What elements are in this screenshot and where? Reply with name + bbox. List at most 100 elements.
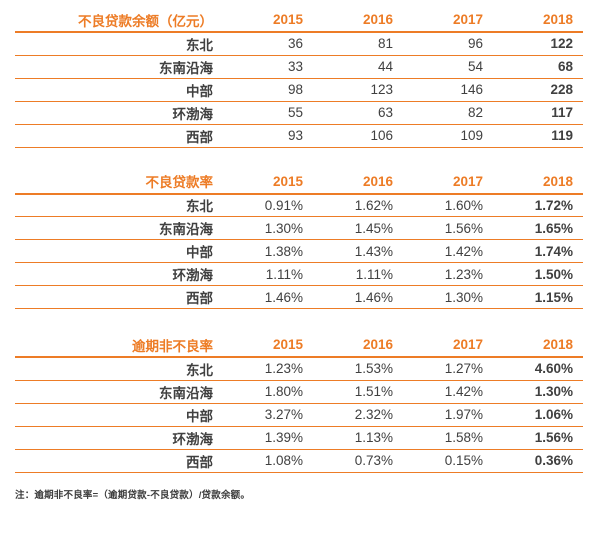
year-header-2015: 2015: [213, 169, 303, 195]
table-title: 不良贷款率: [15, 169, 213, 195]
value-cell-latest: 122: [483, 32, 573, 56]
table-row: 东北 36 81 96 122: [15, 32, 583, 56]
table-row: 中部 98 123 146 228: [15, 78, 583, 102]
table-row: 中部 3.27% 2.32% 1.97% 1.06%: [15, 403, 583, 427]
year-header-2018: 2018: [483, 333, 573, 358]
value-cell: 1.43%: [303, 239, 393, 263]
row-label: 西部: [15, 285, 213, 309]
value-cell-latest: 1.30%: [483, 380, 573, 404]
value-cell-latest: 1.65%: [483, 216, 573, 240]
value-cell: 1.42%: [393, 380, 483, 404]
value-cell: 1.56%: [393, 216, 483, 240]
header-spacer: [573, 333, 583, 358]
value-cell-latest: 1.74%: [483, 239, 573, 263]
value-cell: 1.23%: [213, 357, 303, 381]
value-cell: 1.80%: [213, 380, 303, 404]
value-cell: 0.91%: [213, 193, 303, 217]
table-header-row: 逾期非不良率 2015 2016 2017 2018: [15, 333, 583, 358]
value-cell: 146: [393, 78, 483, 102]
value-cell: 1.38%: [213, 239, 303, 263]
year-header-2017: 2017: [393, 169, 483, 195]
value-cell: 1.30%: [393, 285, 483, 309]
value-cell: 55: [213, 101, 303, 125]
row-spacer: [573, 403, 583, 427]
value-cell: 54: [393, 55, 483, 79]
row-label: 西部: [15, 449, 213, 473]
row-spacer: [573, 262, 583, 286]
table-row: 东南沿海 33 44 54 68: [15, 55, 583, 79]
value-cell-latest: 0.36%: [483, 449, 573, 473]
value-cell: 1.53%: [303, 357, 393, 381]
value-cell: 63: [303, 101, 393, 125]
table-row: 东南沿海 1.30% 1.45% 1.56% 1.65%: [15, 216, 583, 240]
row-label: 东北: [15, 357, 213, 381]
value-cell-latest: 1.15%: [483, 285, 573, 309]
table-row: 西部 1.08% 0.73% 0.15% 0.36%: [15, 449, 583, 473]
value-cell: 1.39%: [213, 426, 303, 450]
row-spacer: [573, 55, 583, 79]
value-cell: 1.46%: [303, 285, 393, 309]
value-cell: 1.62%: [303, 193, 393, 217]
value-cell: 1.45%: [303, 216, 393, 240]
value-cell: 3.27%: [213, 403, 303, 427]
footnote: 注：逾期非不良率=（逾期贷款-不良贷款）/贷款余额。: [15, 489, 251, 501]
table-header-row: 不良贷款率 2015 2016 2017 2018: [15, 169, 583, 195]
year-header-2018: 2018: [483, 169, 573, 195]
table-row: 东南沿海 1.80% 1.51% 1.42% 1.30%: [15, 380, 583, 404]
value-cell: 82: [393, 101, 483, 125]
value-cell: 44: [303, 55, 393, 79]
value-cell: 1.11%: [303, 262, 393, 286]
row-label: 东北: [15, 32, 213, 56]
value-cell-latest: 68: [483, 55, 573, 79]
value-cell: 1.58%: [393, 426, 483, 450]
value-cell-latest: 4.60%: [483, 357, 573, 381]
row-spacer: [573, 193, 583, 217]
row-spacer: [573, 78, 583, 102]
row-spacer: [573, 216, 583, 240]
value-cell: 0.73%: [303, 449, 393, 473]
table-npl-ratio: 不良贷款率 2015 2016 2017 2018 东北 0.91% 1.62%…: [15, 169, 583, 309]
table-row: 东北 0.91% 1.62% 1.60% 1.72%: [15, 193, 583, 217]
value-cell: 93: [213, 124, 303, 148]
table-npl-balance: 不良贷款余额（亿元） 2015 2016 2017 2018 东北 36 81 …: [15, 8, 583, 148]
value-cell: 33: [213, 55, 303, 79]
row-label: 中部: [15, 239, 213, 263]
year-header-2015: 2015: [213, 333, 303, 358]
table-header-row: 不良贷款余额（亿元） 2015 2016 2017 2018: [15, 8, 583, 33]
year-header-2017: 2017: [393, 8, 483, 33]
table-title: 不良贷款余额（亿元）: [15, 8, 213, 33]
value-cell: 1.42%: [393, 239, 483, 263]
row-spacer: [573, 449, 583, 473]
value-cell: 123: [303, 78, 393, 102]
value-cell: 81: [303, 32, 393, 56]
row-label: 西部: [15, 124, 213, 148]
value-cell: 0.15%: [393, 449, 483, 473]
table-row: 环渤海 1.11% 1.11% 1.23% 1.50%: [15, 262, 583, 286]
value-cell: 1.97%: [393, 403, 483, 427]
value-cell: 96: [393, 32, 483, 56]
header-spacer: [573, 169, 583, 195]
table-row: 环渤海 1.39% 1.13% 1.58% 1.56%: [15, 426, 583, 450]
value-cell: 1.27%: [393, 357, 483, 381]
table-overdue-non-npl-ratio: 逾期非不良率 2015 2016 2017 2018 东北 1.23% 1.53…: [15, 333, 583, 473]
value-cell-latest: 228: [483, 78, 573, 102]
value-cell: 98: [213, 78, 303, 102]
table-title: 逾期非不良率: [15, 333, 213, 358]
value-cell-latest: 1.56%: [483, 426, 573, 450]
value-cell-latest: 117: [483, 101, 573, 125]
row-label: 环渤海: [15, 262, 213, 286]
row-label: 环渤海: [15, 426, 213, 450]
value-cell-latest: 119: [483, 124, 573, 148]
row-label: 东南沿海: [15, 55, 213, 79]
row-spacer: [573, 32, 583, 56]
year-header-2016: 2016: [303, 8, 393, 33]
row-spacer: [573, 285, 583, 309]
row-label: 环渤海: [15, 101, 213, 125]
value-cell: 36: [213, 32, 303, 56]
value-cell-latest: 1.72%: [483, 193, 573, 217]
row-label: 东北: [15, 193, 213, 217]
row-label: 东南沿海: [15, 216, 213, 240]
year-header-2015: 2015: [213, 8, 303, 33]
value-cell-latest: 1.06%: [483, 403, 573, 427]
